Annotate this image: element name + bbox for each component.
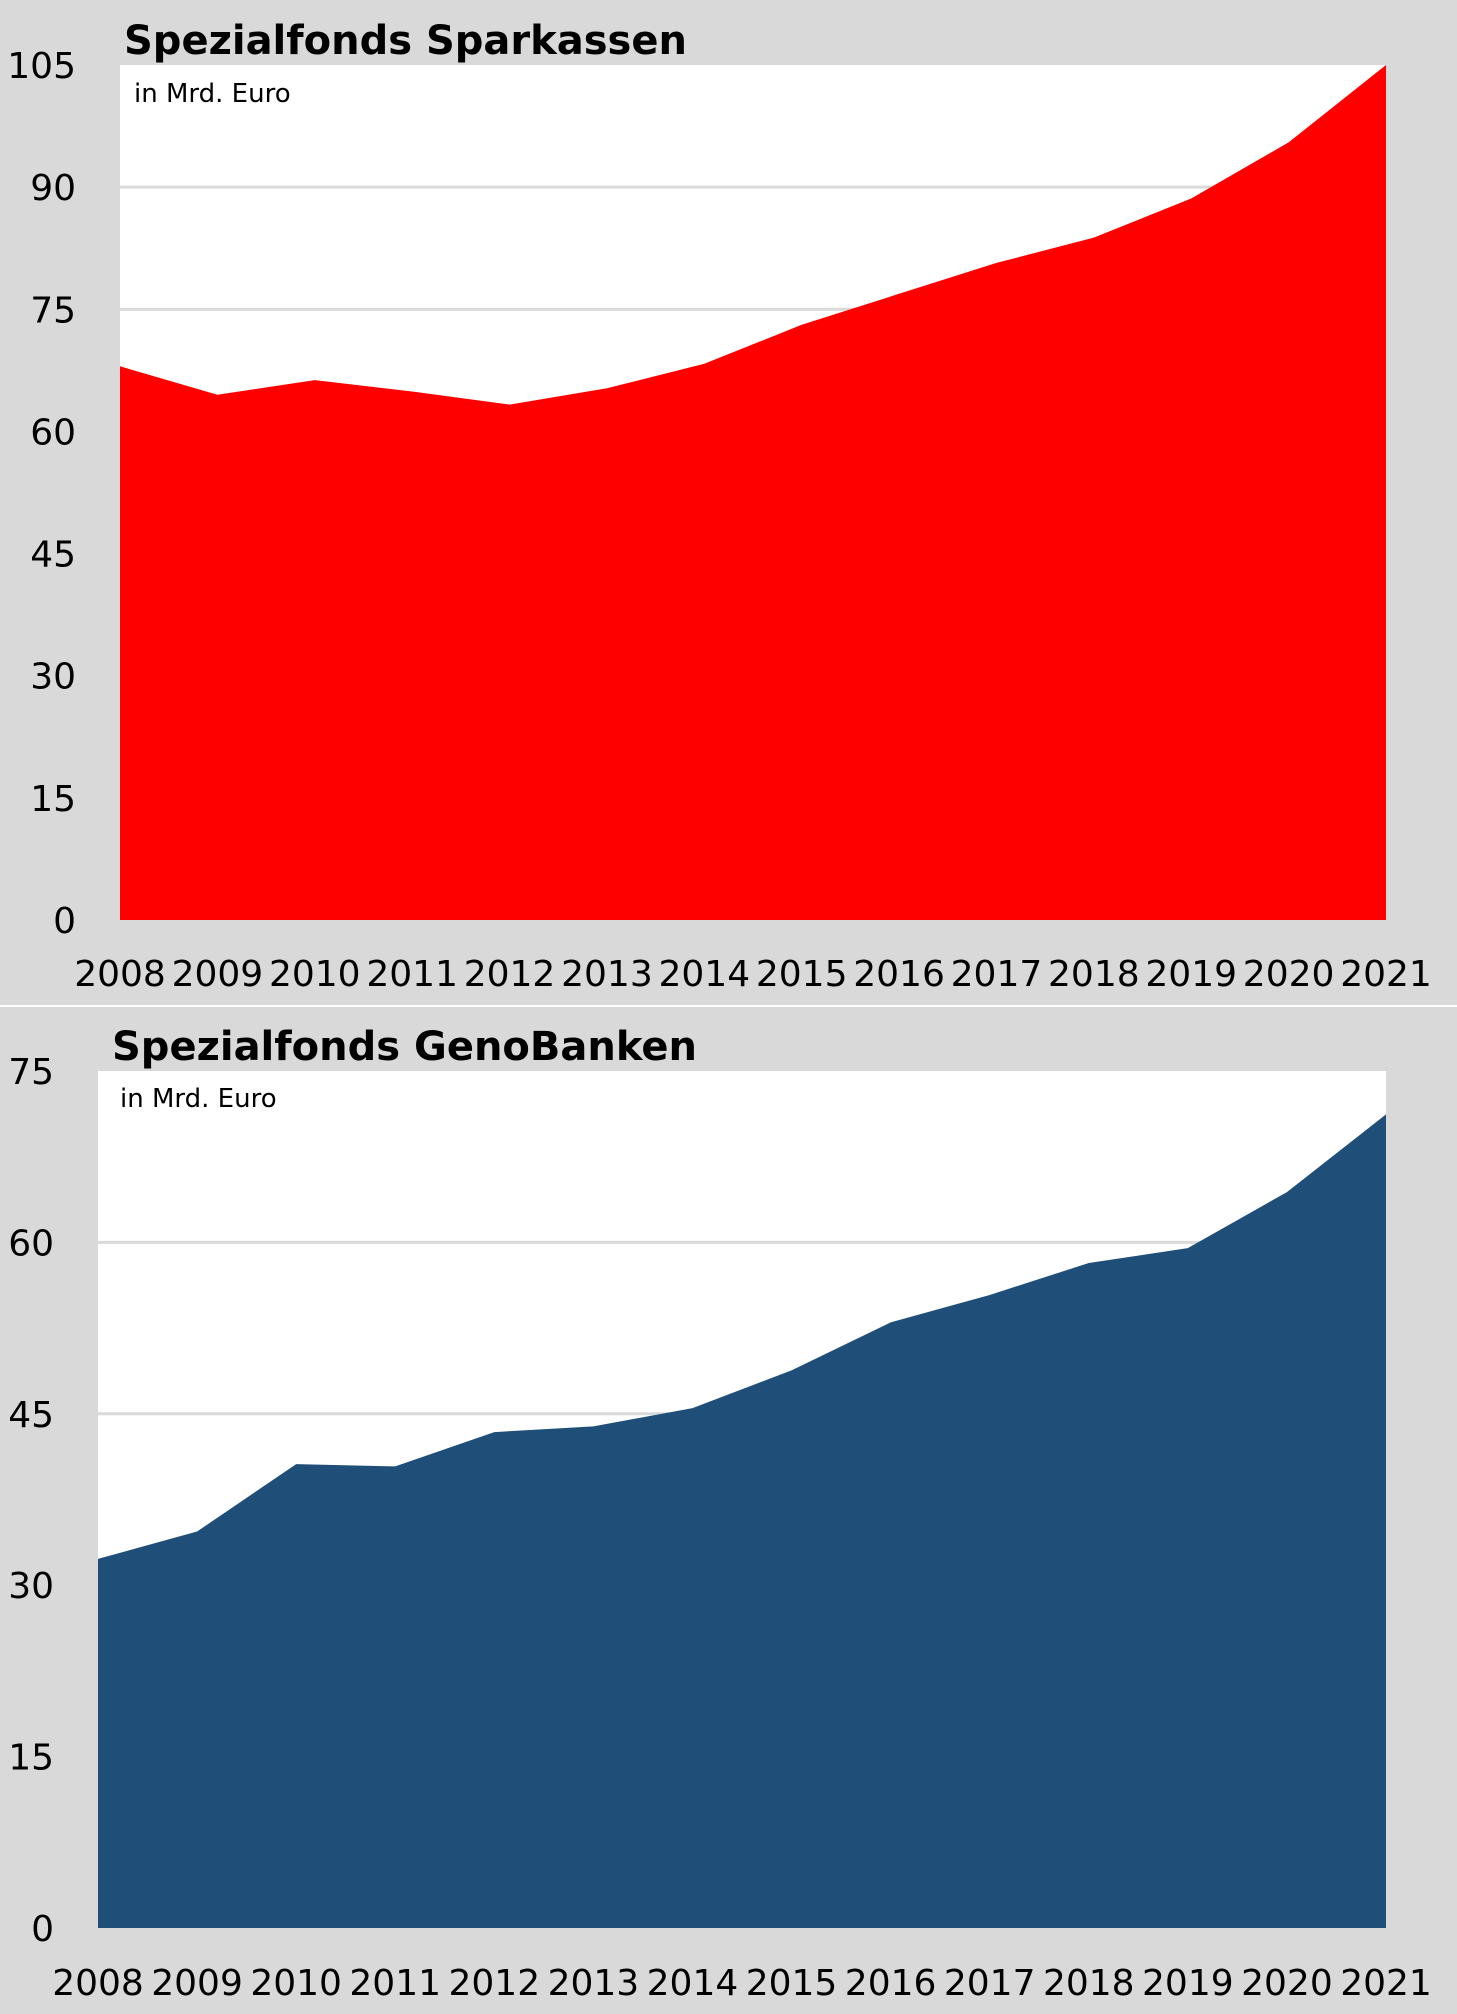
data-point-2012 — [508, 403, 512, 407]
data-point-2016 — [897, 292, 901, 296]
x-tick-label: 2012 — [448, 1963, 540, 2004]
chart-subtitle: in Mrd. Euro — [120, 1084, 277, 1114]
chart-subtitle: in Mrd. Euro — [134, 79, 291, 109]
x-tick-label: 2017 — [944, 1963, 1036, 2004]
data-point-2008 — [96, 1557, 100, 1561]
data-point-2009 — [195, 1530, 199, 1534]
y-tick-label: 105 — [7, 46, 76, 87]
y-tick-label: 60 — [8, 1223, 54, 1264]
x-tick-label: 2016 — [845, 1963, 937, 2004]
y-tick-label: 90 — [30, 168, 76, 209]
data-point-2017 — [995, 261, 999, 265]
x-tick-label: 2011 — [366, 954, 458, 995]
data-point-2020 — [1287, 140, 1291, 144]
data-point-2017 — [988, 1293, 992, 1297]
data-point-2009 — [215, 393, 219, 397]
y-tick-label: 75 — [30, 290, 76, 331]
data-point-2013 — [605, 386, 609, 390]
x-tick-label: 2015 — [746, 1963, 838, 2004]
chart-title: Spezialfonds GenoBanken — [112, 1024, 697, 1070]
x-tick-label: 2010 — [269, 954, 361, 995]
chart-sparkassen: 0 15 30 45 60 75 90 105 2008 2009 2010 2011 2012 2013… — [7, 18, 1432, 995]
x-tick-label: 2012 — [464, 954, 556, 995]
x-tick-label: 2016 — [853, 954, 945, 995]
data-point-2012 — [492, 1430, 496, 1434]
data-point-2018 — [1087, 1261, 1091, 1265]
x-tick-label: 2008 — [74, 954, 166, 995]
y-tick-label: 60 — [30, 412, 76, 453]
x-tick-label: 2019 — [1145, 954, 1237, 995]
x-tick-label: 2021 — [1340, 954, 1432, 995]
chart-panel-genobanken: 0 15 30 45 60 75 2008 2009 2010 2011 2012 2013 2014 2… — [0, 1007, 1457, 2014]
x-tick-label: 2017 — [951, 954, 1043, 995]
panel-divider — [0, 1005, 1457, 1007]
x-tick-label: 2010 — [250, 1963, 342, 2004]
data-point-2014 — [702, 362, 706, 366]
x-tick-label: 2014 — [647, 1963, 739, 2004]
x-tick-label: 2019 — [1142, 1963, 1234, 2004]
data-point-2014 — [691, 1406, 695, 1410]
y-tick-label: 30 — [8, 1566, 54, 1607]
data-point-2011 — [410, 390, 414, 394]
x-tick-label: 2020 — [1243, 954, 1335, 995]
x-tick-label: 2011 — [349, 1963, 441, 2004]
y-tick-label: 75 — [8, 1052, 54, 1093]
x-tick-label: 2013 — [561, 954, 653, 995]
x-tick-label: 2018 — [1048, 954, 1140, 995]
x-tick-label: 2015 — [756, 954, 848, 995]
data-point-2021 — [1384, 1112, 1388, 1116]
data-point-2015 — [800, 323, 804, 327]
y-tick-label: 30 — [30, 657, 76, 698]
y-tick-label: 45 — [8, 1395, 54, 1436]
y-tick-label: 0 — [31, 1909, 54, 1950]
x-tick-label: 2009 — [172, 954, 264, 995]
x-tick-label: 2013 — [548, 1963, 640, 2004]
chart-title: Spezialfonds Sparkassen — [124, 18, 687, 64]
y-tick-label: 0 — [53, 901, 76, 942]
x-tick-label: 2008 — [52, 1963, 144, 2004]
data-point-2019 — [1189, 197, 1193, 201]
series-area — [120, 65, 1386, 920]
data-point-2019 — [1186, 1246, 1190, 1250]
x-tick-label: 2014 — [658, 954, 750, 995]
data-point-2020 — [1285, 1190, 1289, 1194]
data-point-2008 — [118, 364, 122, 368]
data-point-2021 — [1384, 63, 1388, 67]
data-point-2011 — [393, 1464, 397, 1468]
y-tick-label: 15 — [8, 1738, 54, 1779]
y-tick-label: 15 — [30, 779, 76, 820]
data-point-2016 — [889, 1320, 893, 1324]
data-point-2010 — [294, 1462, 298, 1466]
data-point-2015 — [790, 1368, 794, 1372]
data-point-2010 — [313, 378, 317, 382]
data-point-2018 — [1092, 236, 1096, 240]
y-tick-label: 45 — [30, 535, 76, 576]
x-tick-label: 2009 — [151, 1963, 243, 2004]
x-tick-label: 2020 — [1241, 1963, 1333, 2004]
series-area — [98, 1114, 1386, 1928]
data-point-2013 — [591, 1424, 595, 1428]
x-tick-label: 2021 — [1340, 1963, 1432, 2004]
x-tick-label: 2018 — [1043, 1963, 1135, 2004]
chart-panel-sparkassen: 0 15 30 45 60 75 90 105 2008 2009 2010 2011 2012 2013… — [0, 0, 1457, 1005]
